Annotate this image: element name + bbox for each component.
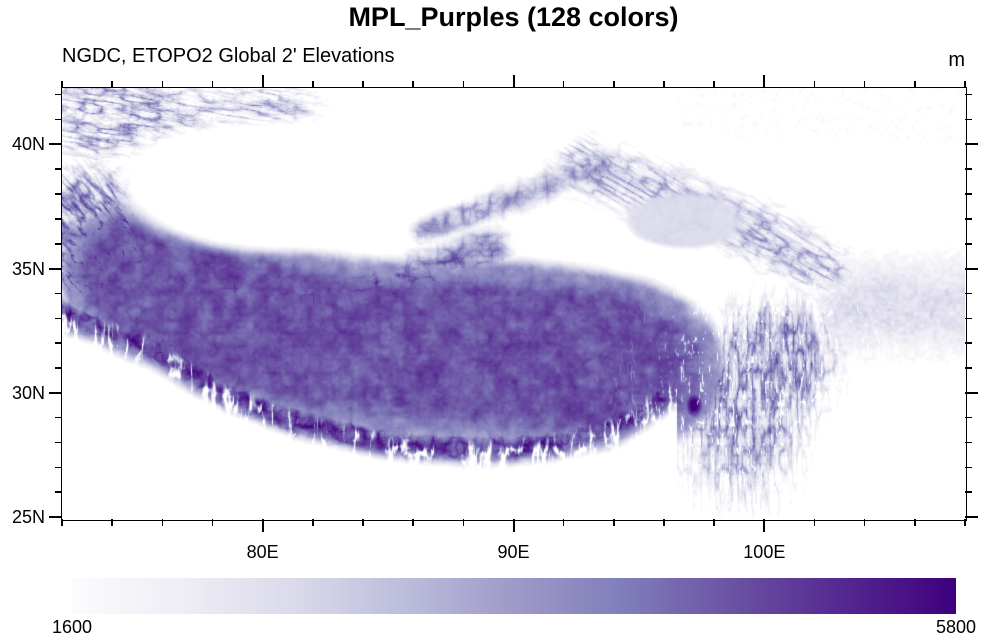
y-minor-tick xyxy=(55,416,62,419)
y-minor-tick xyxy=(965,292,972,295)
x-minor-tick xyxy=(914,519,916,526)
y-minor-tick xyxy=(55,168,62,170)
y-major-tick xyxy=(49,143,62,146)
x-major-tick xyxy=(763,519,766,532)
x-minor-tick xyxy=(412,519,414,526)
y-major-tick xyxy=(965,516,978,518)
x-minor-tick xyxy=(713,519,715,526)
x-minor-tick xyxy=(713,81,715,88)
y-major-tick xyxy=(49,391,62,394)
y-minor-tick xyxy=(55,292,62,295)
x-tick-label: 100E xyxy=(743,542,786,562)
x-minor-tick xyxy=(61,519,63,526)
x-minor-tick xyxy=(462,519,465,526)
y-minor-tick xyxy=(55,342,62,344)
x-major-tick xyxy=(512,519,515,532)
x-tick-label: 80E xyxy=(246,542,279,562)
y-minor-tick xyxy=(965,491,972,493)
y-minor-tick xyxy=(55,367,62,369)
x-minor-tick xyxy=(663,81,665,88)
elevation-map-canvas xyxy=(62,88,965,519)
y-tick-label: 30N xyxy=(11,382,45,403)
y-tick-label: 25N xyxy=(11,507,45,527)
y-minor-tick xyxy=(965,193,972,195)
x-minor-tick xyxy=(813,519,816,526)
y-major-tick xyxy=(965,143,978,146)
y-minor-tick xyxy=(965,342,972,344)
y-minor-tick xyxy=(55,317,62,320)
x-tick-label: 90E xyxy=(497,542,530,562)
y-major-tick xyxy=(965,391,978,394)
y-minor-tick xyxy=(55,466,62,469)
y-minor-tick xyxy=(965,466,972,469)
y-tick-label: 40N xyxy=(11,134,45,155)
x-minor-tick xyxy=(211,519,214,526)
x-minor-tick xyxy=(562,519,565,526)
x-minor-tick xyxy=(964,519,966,526)
x-minor-tick xyxy=(964,81,966,88)
x-minor-tick xyxy=(362,81,364,88)
x-minor-tick xyxy=(613,519,615,526)
x-minor-tick xyxy=(613,81,615,88)
y-minor-tick xyxy=(965,441,972,444)
x-major-tick xyxy=(512,75,515,88)
x-minor-tick xyxy=(562,81,565,88)
y-minor-tick xyxy=(965,118,972,121)
x-minor-tick xyxy=(312,81,314,88)
x-minor-tick xyxy=(111,81,113,88)
y-major-tick xyxy=(965,267,978,270)
y-minor-tick xyxy=(965,416,972,419)
x-minor-tick xyxy=(61,81,63,88)
x-minor-tick xyxy=(161,519,164,526)
x-minor-tick xyxy=(813,81,816,88)
plot-subtitle: NGDC, ETOPO2 Global 2' Elevations xyxy=(62,45,395,67)
y-major-tick xyxy=(49,516,62,518)
y-minor-tick xyxy=(55,118,62,121)
units-label: m xyxy=(948,49,965,71)
x-minor-tick xyxy=(412,81,414,88)
x-minor-tick xyxy=(462,81,465,88)
x-minor-tick xyxy=(362,519,364,526)
x-minor-tick xyxy=(312,519,314,526)
colorbar-max-label: 5800 xyxy=(935,617,977,637)
y-minor-tick xyxy=(965,168,972,170)
y-minor-tick xyxy=(55,441,62,444)
x-major-tick xyxy=(261,519,264,532)
y-tick-label: 35N xyxy=(11,258,45,279)
x-major-tick xyxy=(261,75,264,88)
x-minor-tick xyxy=(663,519,665,526)
plot-title: MPL_Purples (128 colors) xyxy=(348,2,679,32)
y-minor-tick xyxy=(965,93,972,96)
y-minor-tick xyxy=(965,317,972,320)
x-minor-tick xyxy=(211,81,214,88)
x-minor-tick xyxy=(914,81,916,88)
colorbar-min-label: 1600 xyxy=(51,617,93,637)
y-minor-tick xyxy=(55,93,62,96)
x-minor-tick xyxy=(863,519,866,526)
x-major-tick xyxy=(763,75,766,88)
y-major-tick xyxy=(49,267,62,270)
y-minor-tick xyxy=(965,367,972,369)
y-minor-tick xyxy=(55,243,62,245)
x-minor-tick xyxy=(863,81,866,88)
y-minor-tick xyxy=(55,218,62,220)
y-minor-tick xyxy=(55,491,62,493)
colorbar xyxy=(72,578,956,614)
y-minor-tick xyxy=(965,218,972,220)
y-minor-tick xyxy=(965,243,972,245)
x-minor-tick xyxy=(111,519,113,526)
x-minor-tick xyxy=(161,81,164,88)
y-minor-tick xyxy=(55,193,62,195)
